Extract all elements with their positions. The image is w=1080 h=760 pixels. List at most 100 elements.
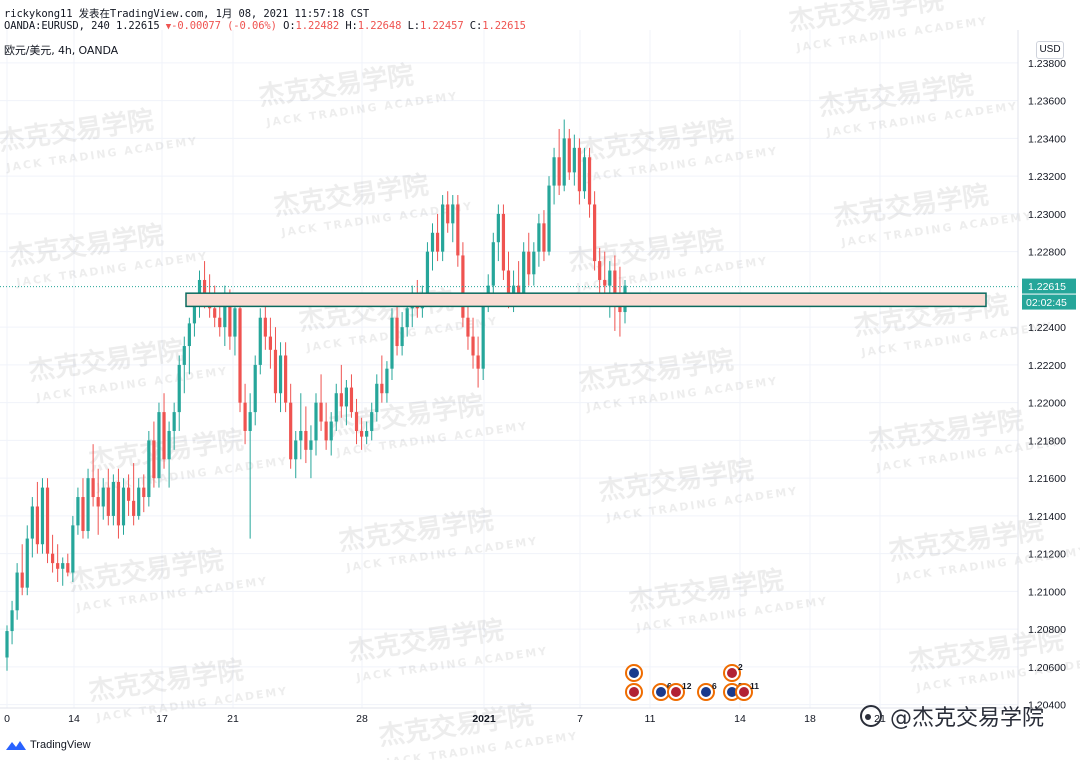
event-flag-icon[interactable]: 12	[667, 681, 692, 701]
candle-body	[390, 317, 394, 369]
candle-up	[451, 195, 455, 243]
candle-body	[40, 487, 45, 545]
candle-down	[603, 251, 607, 299]
candle-up	[40, 478, 45, 554]
candle-body	[35, 506, 39, 545]
candle-up	[299, 393, 303, 460]
price-tick-label: 1.23600	[1028, 96, 1066, 108]
candle-body	[111, 481, 115, 516]
candle-body	[233, 308, 237, 337]
candle-body	[304, 430, 308, 450]
candle-body	[380, 383, 384, 394]
event-flag-icon[interactable]	[625, 683, 643, 701]
candle-body	[202, 279, 207, 299]
candle-body	[152, 440, 156, 479]
candle-down	[96, 468, 100, 535]
event-flag-icon[interactable]: 6	[697, 681, 717, 701]
candle-body	[121, 487, 126, 526]
event-count-badge: 2	[738, 662, 743, 672]
candle-up	[532, 242, 536, 286]
candle-down	[501, 204, 506, 280]
close-value: 1.22615	[482, 20, 526, 32]
candle-up	[167, 421, 171, 488]
currency-button[interactable]: USD	[1036, 41, 1064, 59]
time-tick-label: 7	[577, 713, 583, 725]
candle-body	[50, 553, 55, 564]
candle-body	[289, 402, 293, 460]
price-tick-label: 1.23400	[1028, 133, 1066, 145]
flag-fill	[727, 687, 737, 697]
candle-body	[5, 631, 9, 658]
price-tick-label: 1.22400	[1028, 322, 1066, 334]
candle-body	[167, 430, 171, 460]
candle-down	[359, 417, 364, 450]
candle-body	[537, 223, 541, 252]
candle-body	[532, 251, 536, 275]
candle-down	[598, 247, 602, 294]
candle-body	[451, 204, 455, 224]
candle-up	[314, 393, 318, 456]
candle-body	[496, 213, 500, 243]
candle-body	[96, 497, 100, 507]
economic-events[interactable]: 61262811	[625, 662, 759, 701]
candle-body	[359, 430, 364, 437]
support-zone	[185, 292, 987, 308]
candle-up	[400, 312, 404, 356]
candle-body	[284, 355, 288, 403]
publish-info: rickykong11 发表在TradingView.com, 1月 08, 2…	[4, 8, 370, 20]
candle-body	[354, 412, 359, 431]
candle-body	[547, 185, 551, 252]
event-flag-icon[interactable]: 2	[723, 662, 743, 682]
price-tick-label: 1.20800	[1028, 624, 1066, 636]
price-axis[interactable]: 1.23800 1.23600 1.23400 1.23200 1.23000 1.228…	[1017, 30, 1076, 712]
candle-down	[577, 138, 582, 205]
countdown-tag	[1022, 294, 1076, 310]
candle-up	[365, 421, 369, 445]
candle-body	[238, 308, 242, 403]
candle-up	[552, 147, 556, 205]
candle-down	[354, 398, 359, 445]
candle-down	[284, 342, 288, 413]
open-value: 1.22482	[295, 20, 340, 32]
candle-body	[557, 157, 561, 186]
event-count-badge: 11	[750, 681, 759, 691]
event-flag-icon[interactable]: 11	[735, 681, 759, 701]
candle-down	[142, 474, 146, 513]
time-tick-label: 17	[156, 713, 168, 725]
candle-body	[466, 317, 470, 337]
event-flag-icon[interactable]	[625, 664, 643, 682]
candle-body	[243, 402, 247, 431]
candle-up	[375, 374, 379, 422]
candle-body	[187, 323, 191, 347]
tradingview-logo[interactable]: TradingView	[6, 739, 91, 751]
candle-down	[567, 128, 571, 180]
change-value: -0.00077 (-0.06%)	[171, 20, 277, 32]
price-tick-label: 1.23200	[1028, 171, 1066, 183]
candle-body	[567, 138, 571, 173]
candle-down	[20, 544, 24, 596]
candle-body	[116, 481, 121, 526]
candle-down	[587, 147, 592, 218]
candle-body	[613, 270, 617, 294]
candle-up	[25, 525, 29, 596]
candle-body	[577, 147, 582, 192]
candle-up	[86, 468, 90, 539]
price-tick-label: 1.21000	[1028, 586, 1066, 598]
candle-down	[268, 317, 273, 369]
candle-down	[319, 374, 323, 431]
flag-fill	[727, 668, 737, 678]
candle-body	[91, 478, 95, 498]
candle-down	[50, 534, 55, 573]
candle-down	[116, 468, 121, 539]
overlays	[0, 286, 1018, 308]
candle-body	[273, 349, 278, 394]
last-price-label: 1.22615	[1028, 281, 1066, 293]
candle-body	[582, 157, 587, 192]
